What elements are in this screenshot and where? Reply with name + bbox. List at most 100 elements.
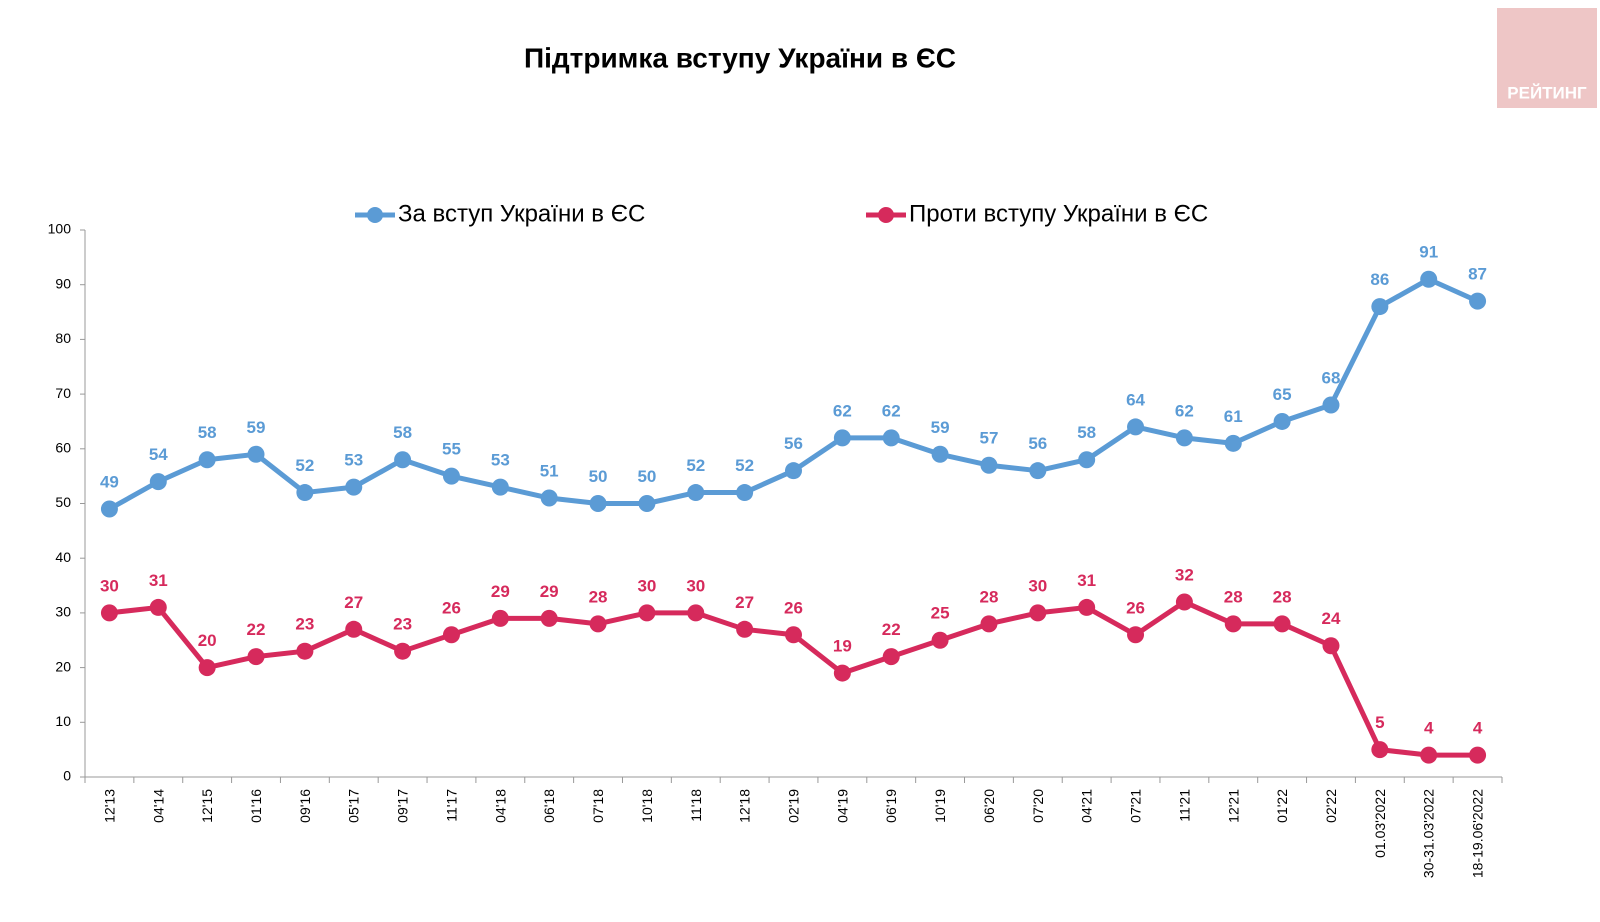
point: [1420, 270, 1438, 288]
data-label: 29: [540, 582, 559, 601]
data-label: 57: [979, 429, 998, 448]
x-tick-label: 01'22: [1274, 789, 1290, 823]
data-label: 61: [1224, 407, 1243, 426]
data-label: 91: [1419, 243, 1438, 262]
point: [1469, 746, 1487, 764]
point: [540, 609, 558, 627]
data-label: 65: [1273, 385, 1292, 404]
y-tick-label: 40: [55, 549, 71, 565]
x-tick-label: 01'16: [248, 789, 264, 823]
data-label: 28: [1224, 587, 1243, 606]
data-label: 27: [344, 593, 363, 612]
point: [198, 451, 216, 469]
data-label: 31: [149, 571, 168, 590]
point: [687, 604, 705, 622]
y-tick-label: 100: [48, 221, 72, 237]
point: [1371, 298, 1389, 316]
data-label: 53: [344, 451, 363, 470]
point: [1224, 434, 1242, 452]
point: [198, 659, 216, 677]
point: [1273, 412, 1291, 430]
data-label: 58: [393, 423, 412, 442]
point: [149, 473, 167, 491]
x-tick-label: 06'20: [981, 789, 997, 823]
point: [1469, 292, 1487, 310]
data-label: 28: [1273, 587, 1292, 606]
point: [394, 451, 412, 469]
y-tick-label: 90: [55, 275, 71, 291]
data-label: 19: [833, 637, 852, 656]
y-tick-label: 80: [55, 330, 71, 346]
x-tick-label: 12'18: [737, 789, 753, 823]
y-tick-label: 30: [55, 604, 71, 620]
data-label: 28: [979, 587, 998, 606]
data-label: 23: [295, 615, 314, 634]
x-tick-label: 02'19: [786, 789, 802, 823]
data-label: 27: [735, 593, 754, 612]
x-tick-label: 04'19: [834, 789, 850, 823]
point: [442, 626, 460, 644]
x-tick-label: 18-19.06'2022: [1470, 789, 1486, 878]
x-tick-label: 06'19: [883, 789, 899, 823]
data-label: 25: [931, 604, 950, 623]
data-label: 87: [1468, 265, 1487, 284]
data-label: 50: [637, 467, 656, 486]
data-label: 4: [1473, 719, 1483, 738]
y-tick-label: 50: [55, 494, 71, 510]
point: [491, 609, 509, 627]
x-tick-label: 04'14: [150, 789, 166, 823]
point: [491, 478, 509, 496]
data-label: 51: [540, 462, 559, 481]
logo-box: [1497, 8, 1597, 108]
y-tick-label: 10: [55, 713, 71, 729]
data-label: 26: [784, 598, 803, 617]
x-tick-label: 11'17: [443, 789, 459, 822]
data-label: 54: [149, 445, 168, 464]
series-line: [109, 599, 1478, 758]
x-tick-label: 07'21: [1128, 789, 1144, 823]
point: [736, 620, 754, 638]
point: [980, 456, 998, 474]
legend-marker: [878, 207, 894, 223]
point: [1127, 418, 1145, 436]
point: [247, 648, 265, 666]
point: [1175, 429, 1193, 447]
data-label: 58: [198, 423, 217, 442]
point: [540, 489, 558, 507]
point: [1029, 462, 1047, 480]
x-tick-label: 12'21: [1225, 789, 1241, 823]
data-label: 58: [1077, 423, 1096, 442]
data-label: 30: [100, 576, 119, 595]
x-tick-label: 12'15: [199, 789, 215, 823]
data-label: 23: [393, 615, 412, 634]
point: [1175, 593, 1193, 611]
data-label: 56: [784, 434, 803, 453]
x-tick-label: 02'22: [1323, 789, 1339, 823]
x-tick-label: 07'20: [1030, 789, 1046, 823]
point: [882, 648, 900, 666]
x-tick-label: 09'16: [297, 789, 313, 823]
chart-title: Підтримка вступу України в ЄС: [524, 42, 956, 73]
data-label: 5: [1375, 713, 1384, 732]
x-tick-label: 06'18: [541, 789, 557, 823]
data-label: 55: [442, 440, 461, 459]
point: [931, 445, 949, 463]
x-tick-label: 11'18: [688, 789, 704, 822]
x-tick-label: 05'17: [346, 789, 362, 823]
data-label: 53: [491, 451, 510, 470]
logo: РЕЙТИНГ: [1507, 83, 1587, 102]
y-tick-label: 70: [55, 385, 71, 401]
point: [296, 484, 314, 502]
data-label: 22: [882, 620, 901, 639]
x-tick-label: 09'17: [395, 789, 411, 823]
point: [1029, 604, 1047, 622]
point: [1224, 615, 1242, 633]
point: [687, 484, 705, 502]
point: [589, 615, 607, 633]
data-label: 26: [442, 598, 461, 617]
y-tick-label: 60: [55, 440, 71, 456]
point: [1371, 741, 1389, 759]
data-label: 29: [491, 582, 510, 601]
point: [394, 642, 412, 660]
